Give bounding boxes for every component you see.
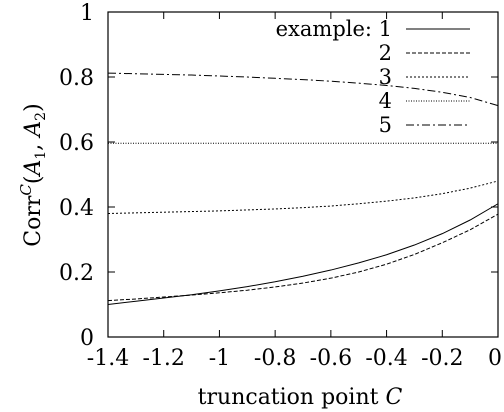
series-lines xyxy=(107,72,499,305)
x-axis-label: truncation point C xyxy=(198,385,403,410)
y-tick-label: 0.2 xyxy=(59,261,94,286)
y-tick-label: 0.6 xyxy=(59,131,94,156)
plot-frame xyxy=(107,11,499,338)
series-line-3 xyxy=(107,180,499,214)
x-tick-label: -0.4 xyxy=(365,346,407,371)
y-tick-label: 0.4 xyxy=(59,196,94,221)
legend-label-4: 4 xyxy=(379,89,392,113)
y-tick-label: 0 xyxy=(80,326,94,351)
x-tick-label: -1.4 xyxy=(87,346,129,371)
y-tick-labels: 0 0.2 0.4 0.6 0.8 1 xyxy=(59,1,94,351)
y-axis-label: CorrC(A1, A2) xyxy=(17,103,49,246)
legend-label-5: 5 xyxy=(379,113,392,137)
x-tick-label: -1.2 xyxy=(143,346,185,371)
series-line-1 xyxy=(107,203,499,305)
series-line-5 xyxy=(107,72,499,107)
series-line-2 xyxy=(107,213,499,302)
legend-label-1: 1 xyxy=(379,17,392,41)
y-tick-label: 0.8 xyxy=(59,66,94,91)
x-tick-label: -0.2 xyxy=(421,346,463,371)
legend-label-2: 2 xyxy=(379,41,392,65)
axis-ticks xyxy=(107,11,499,338)
x-tick-label: -1 xyxy=(209,346,230,371)
legend-label-3: 3 xyxy=(379,65,392,89)
x-tick-label: 0 xyxy=(488,346,502,371)
x-tick-label: -0.8 xyxy=(254,346,296,371)
y-tick-label: 1 xyxy=(80,1,94,26)
legend-title: example: xyxy=(276,17,372,41)
x-tick-labels: -1.4 -1.2 -1 -0.8 -0.6 -0.4 -0.2 0 xyxy=(87,346,502,371)
x-tick-label: -0.6 xyxy=(310,346,352,371)
